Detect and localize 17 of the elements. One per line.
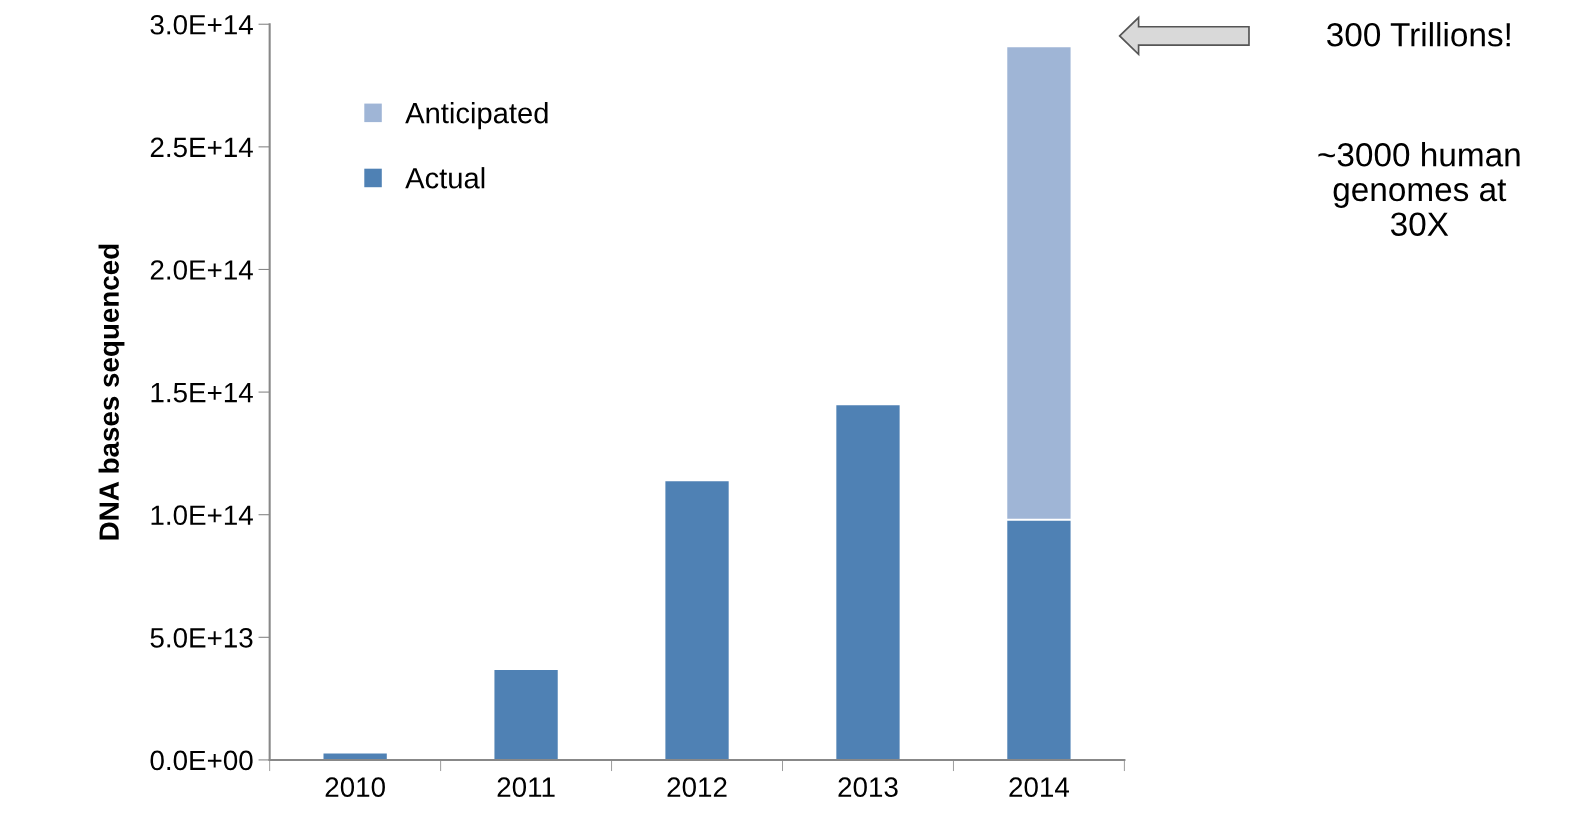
y-tick-label: 3.0E+14 xyxy=(150,14,253,35)
y-tick-label: 0.0E+00 xyxy=(150,750,253,771)
legend-label: Anticipated xyxy=(405,101,548,130)
y-tick-label: 1.0E+14 xyxy=(151,505,253,526)
y-axis-title: DNA bases sequenced xyxy=(98,244,125,540)
legend-label: Actual xyxy=(405,167,485,189)
x-tick-label: 2014 xyxy=(1009,777,1070,797)
text: 300 Trillions! xyxy=(1327,22,1510,47)
y-tick-label: 2.5E+14 xyxy=(150,137,253,158)
y-tick-label: 2.0E+14 xyxy=(150,260,253,280)
x-tick-label: 2013 xyxy=(838,777,898,797)
x-tick-label: 2010 xyxy=(325,777,385,797)
x-tick-label: 2011 xyxy=(497,777,555,797)
y-tick-label: 1.5E+14 xyxy=(151,383,253,403)
x-tick-label: 2012 xyxy=(667,777,727,797)
y-tick-label: 5.0E+13 xyxy=(150,627,253,648)
text: ~3000 human genomes at 30X xyxy=(1318,142,1520,236)
